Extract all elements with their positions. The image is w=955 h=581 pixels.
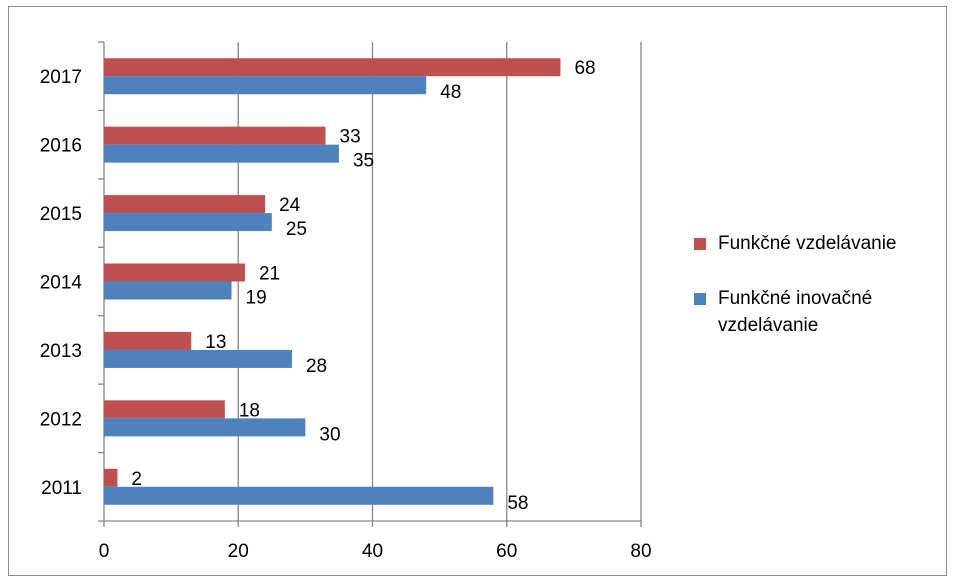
bar-2015-series-0 [104, 195, 266, 214]
data-label: 13 [205, 332, 226, 353]
data-label: 48 [440, 82, 461, 103]
y-tick-label: 2015 [40, 204, 82, 225]
bar-2011-series-0 [104, 468, 118, 487]
bar-2017-series-1 [104, 76, 427, 95]
x-tick-label: 0 [99, 541, 110, 562]
bar-2014-series-1 [104, 281, 232, 300]
bar-2012-series-0 [104, 400, 225, 419]
data-label: 28 [306, 356, 327, 377]
data-label: 58 [507, 493, 528, 514]
data-label: 19 [246, 288, 267, 309]
legend-swatch-blue [694, 293, 706, 305]
y-tick-label: 2014 [40, 273, 83, 294]
legend-label: Funkčné vzdelávanie [718, 233, 897, 254]
x-tick-label: 40 [362, 541, 383, 562]
bar-2013-series-1 [104, 349, 292, 368]
legend: Funkčné vzdelávanie Funkčné inovačné vzd… [692, 230, 952, 367]
data-label: 33 [340, 127, 361, 148]
data-label: 2 [131, 469, 142, 490]
x-tick-label: 60 [496, 541, 517, 562]
y-tick-label: 2016 [40, 136, 82, 157]
data-label: 25 [286, 219, 307, 240]
bar-2016-series-0 [104, 126, 326, 145]
bar-2015-series-1 [104, 213, 272, 232]
data-label: 30 [319, 424, 340, 445]
legend-item-funkcne-vzdelavanie: Funkčné vzdelávanie [692, 230, 952, 257]
data-label: 35 [353, 151, 374, 172]
bar-2017-series-0 [104, 58, 561, 77]
legend-item-funkcne-inovacne-vzdelavanie: Funkčné inovačné vzdelávanie [692, 285, 952, 339]
x-tick-label: 80 [630, 541, 651, 562]
y-tick-label: 2013 [40, 341, 82, 362]
data-label: 21 [259, 264, 280, 285]
data-label: 24 [279, 195, 301, 216]
bar-2012-series-1 [104, 418, 306, 437]
bar-2014-series-0 [104, 263, 245, 282]
x-tick-label: 20 [228, 541, 249, 562]
legend-swatch-red [694, 238, 706, 250]
y-tick-label: 2017 [40, 67, 82, 88]
y-tick-label: 2011 [41, 478, 82, 499]
data-label: 68 [574, 58, 595, 79]
bar-2013-series-0 [104, 331, 192, 350]
bar-2011-series-1 [104, 486, 494, 505]
y-tick-label: 2012 [40, 409, 82, 430]
legend-label: Funkčné inovačné vzdelávanie [718, 288, 873, 336]
data-label: 18 [239, 400, 260, 421]
bar-2016-series-1 [104, 144, 339, 163]
